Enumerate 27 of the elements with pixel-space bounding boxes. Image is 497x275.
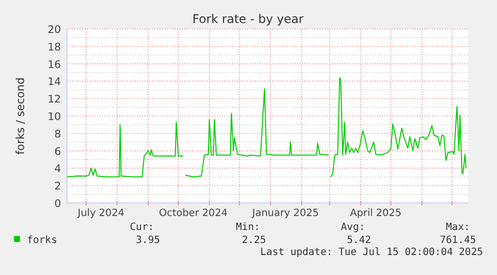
x-tick-label: July 2024	[76, 208, 124, 219]
y-tick-label: 12	[48, 94, 61, 106]
y-axis-title: forks / second	[14, 77, 27, 155]
text: 3.95	[136, 235, 160, 246]
x-tick-label: October 2024	[158, 208, 228, 219]
text: Cur:	[130, 222, 154, 233]
legend-label: forks	[27, 235, 58, 246]
text: Max:	[446, 222, 470, 233]
text: Avg:	[340, 222, 365, 233]
y-tick-label: 2	[54, 180, 61, 193]
y-tick-label: 16	[48, 58, 62, 71]
y-tick-label: 10	[48, 111, 61, 123]
text: 5.42	[346, 235, 371, 246]
y-tick-label: 14	[48, 76, 62, 88]
y-tick-label: 20	[48, 24, 61, 36]
y-tick-label: 4	[54, 163, 62, 176]
x-tick-label: April 2025	[350, 208, 402, 219]
y-tick-label: 18	[48, 41, 61, 54]
y-tick-label: 6	[54, 146, 62, 158]
chart-title: Fork rate - by year	[192, 12, 304, 26]
text: 2.25	[242, 235, 266, 246]
x-tick-label: January 2025	[251, 208, 319, 219]
text: Min:	[236, 222, 260, 233]
y-tick-label: 0	[54, 198, 61, 210]
y-tick-label: 8	[54, 128, 61, 140]
text: Last update: Tue Jul 15 02:00:04 2025	[260, 247, 483, 258]
text: 761.45	[440, 235, 476, 246]
